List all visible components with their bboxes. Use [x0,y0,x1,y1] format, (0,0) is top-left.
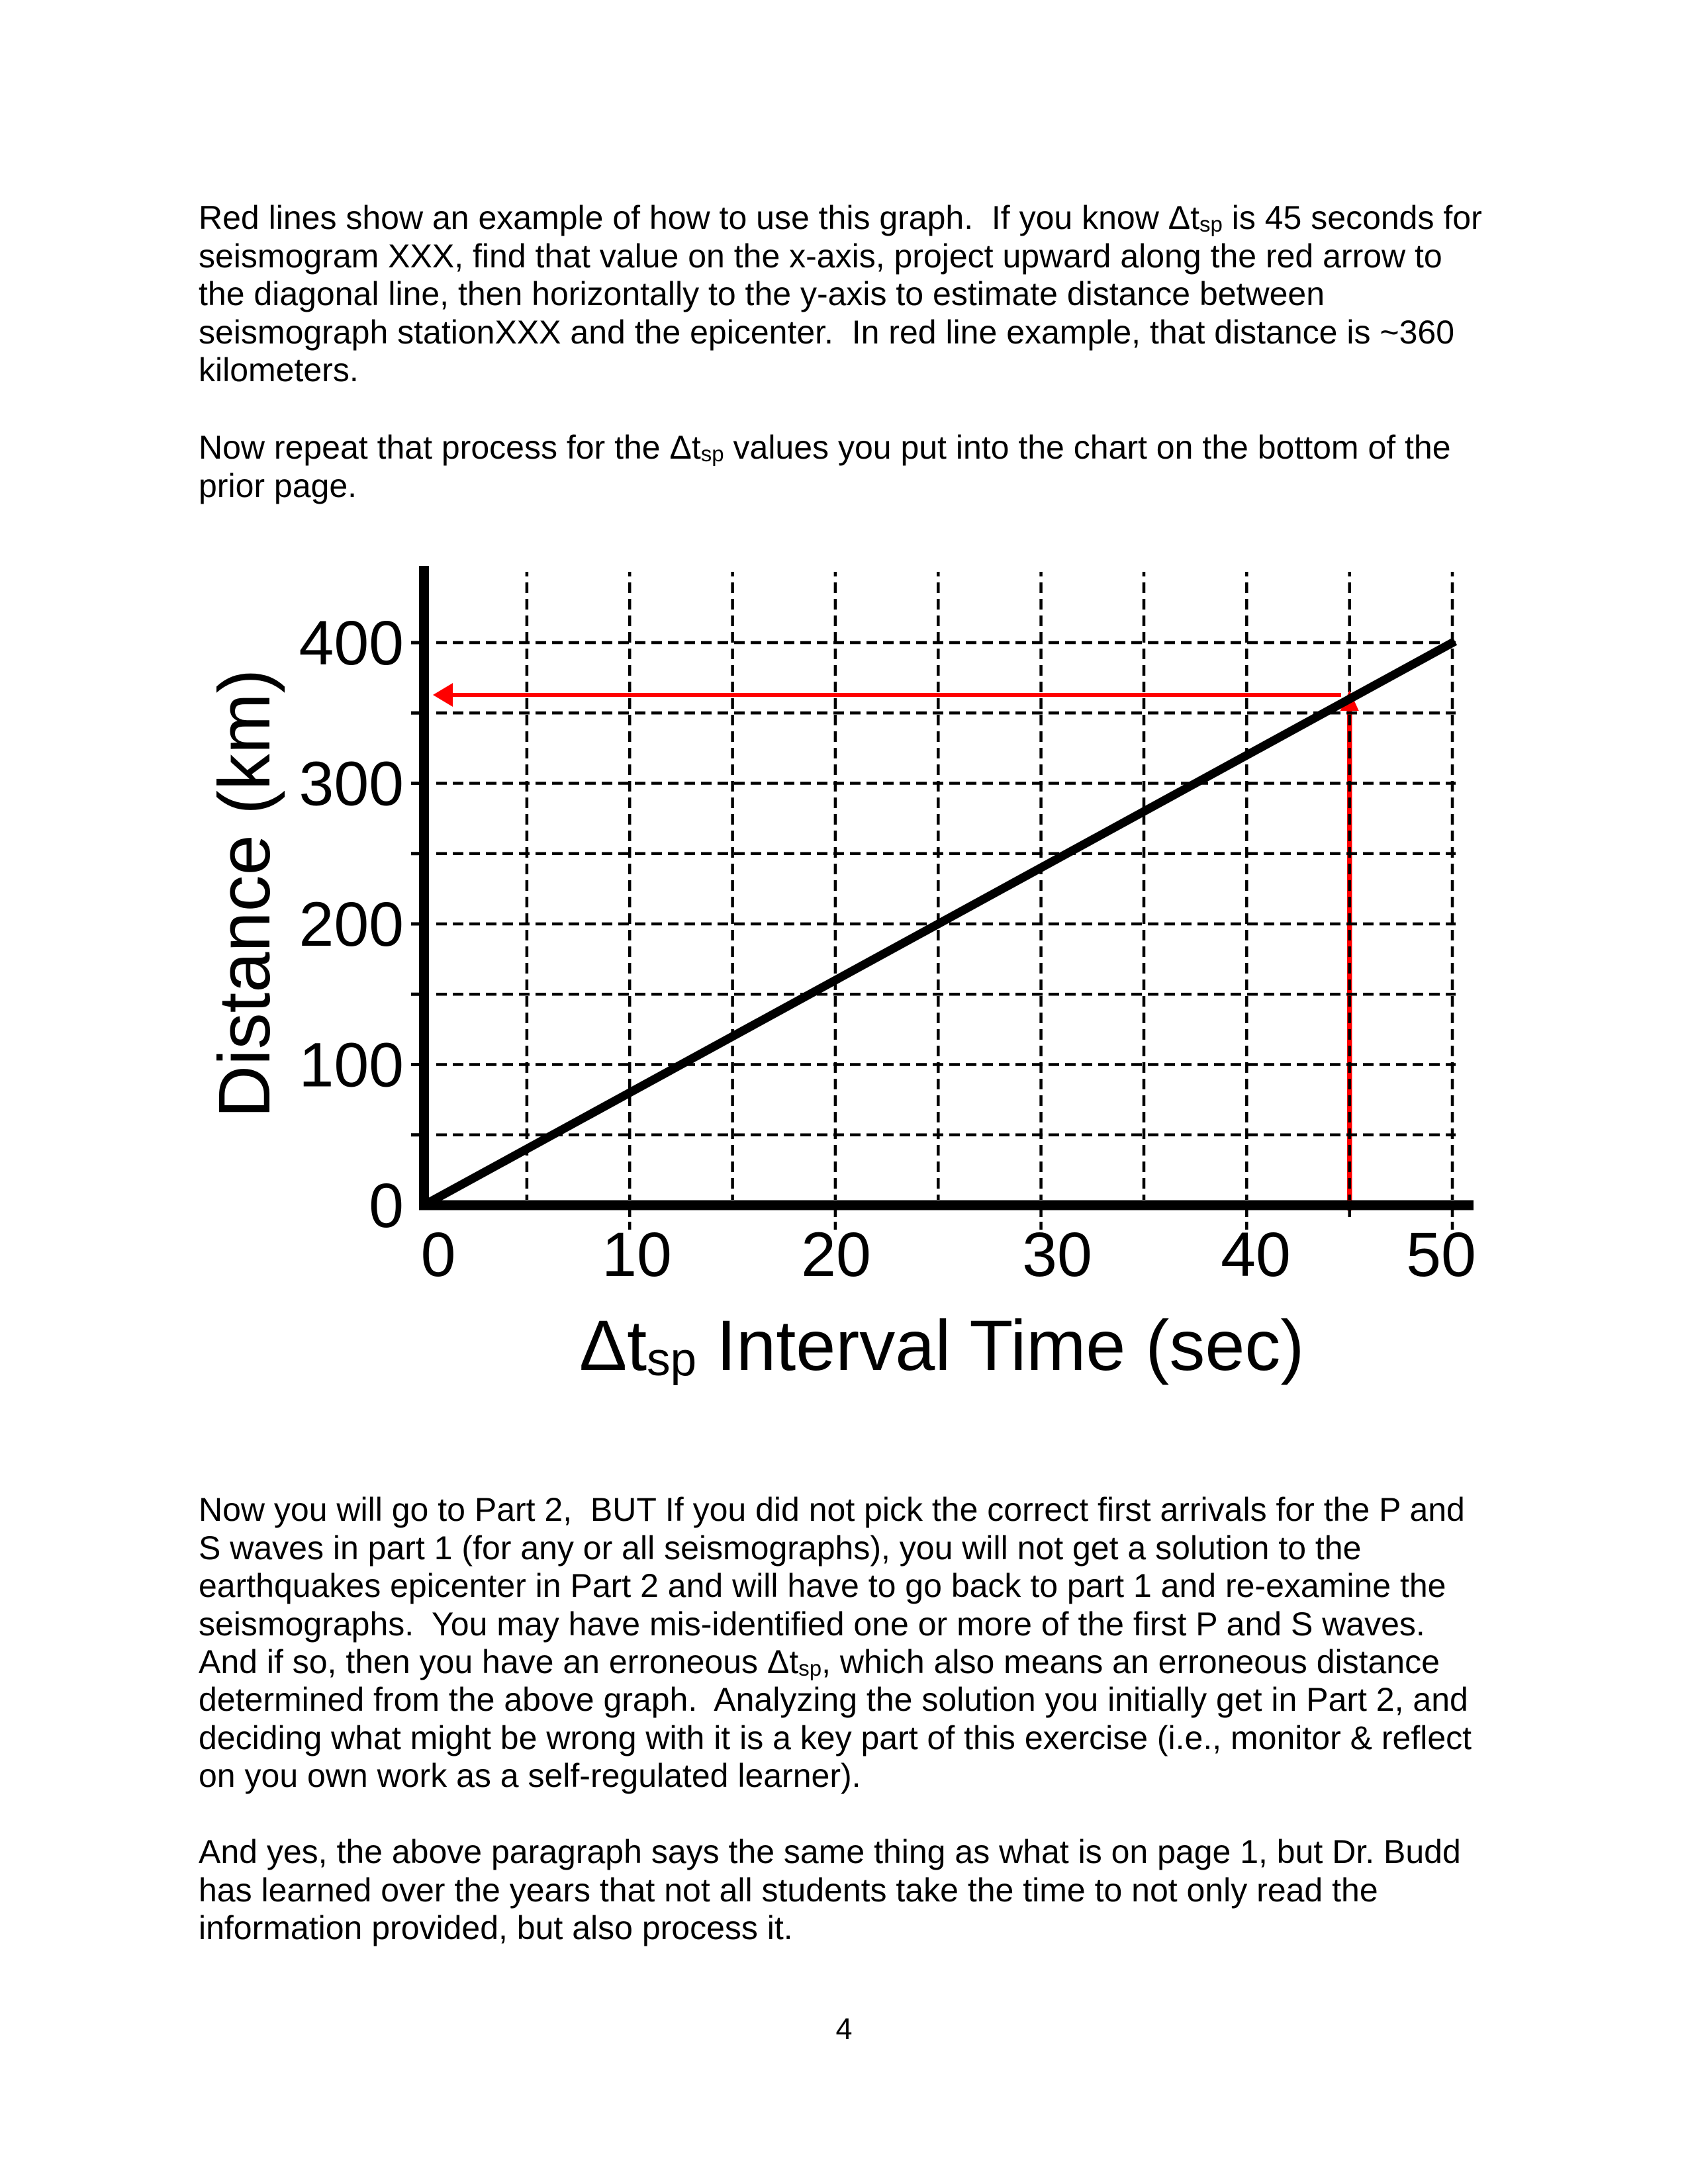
svg-text:0: 0 [421,1220,456,1290]
svg-text:400: 400 [299,608,404,678]
svg-text:30: 30 [1022,1220,1092,1290]
svg-text:40: 40 [1221,1220,1291,1290]
svg-text:100: 100 [299,1030,404,1101]
svg-text:0: 0 [369,1171,404,1241]
svg-text:50: 50 [1406,1220,1476,1290]
svg-text:10: 10 [602,1220,672,1290]
svg-text:Δtsp Interval Time (sec): Δtsp Interval Time (sec) [579,1305,1304,1386]
svg-text:300: 300 [299,749,404,819]
svg-text:20: 20 [801,1220,871,1290]
svg-text:200: 200 [299,889,404,960]
svg-text:Distance (km): Distance (km) [204,669,285,1118]
